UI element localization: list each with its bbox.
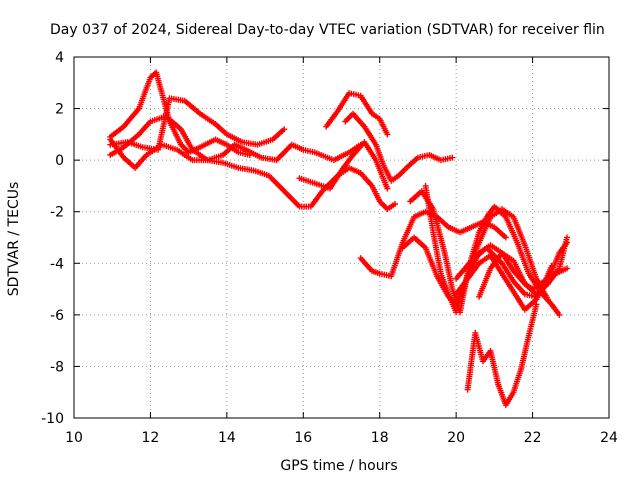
series-sat-c xyxy=(107,95,288,153)
y-tick-label: -2 xyxy=(50,205,64,221)
data-point xyxy=(384,185,391,192)
tick-layer xyxy=(73,56,610,419)
x-tick-label: 22 xyxy=(524,430,542,446)
x-tick-label: 12 xyxy=(142,430,160,446)
y-tick-label: -10 xyxy=(41,411,64,427)
y-tick-label: 2 xyxy=(55,102,64,118)
y-tick-label: -6 xyxy=(50,308,64,324)
data-point xyxy=(449,154,456,161)
series-sat-f xyxy=(323,90,391,138)
series-sat-k xyxy=(422,182,563,318)
data-point xyxy=(384,131,391,138)
series-sat-l xyxy=(464,301,540,409)
series-layer xyxy=(107,69,570,409)
data-point xyxy=(564,265,570,272)
series-sat-e xyxy=(296,139,391,192)
x-tick-label: 14 xyxy=(218,430,236,446)
x-tick-label: 24 xyxy=(600,430,618,446)
x-tick-label: 16 xyxy=(294,430,312,446)
x-tick-label: 18 xyxy=(371,430,389,446)
y-tick-label: -4 xyxy=(50,256,64,272)
series-sat-o xyxy=(453,252,555,313)
grid-layer xyxy=(74,57,609,418)
data-point xyxy=(548,262,555,269)
data-point xyxy=(281,126,288,133)
y-axis-label: SDTVAR / TECUs xyxy=(6,182,22,297)
y-tick-label: 0 xyxy=(55,153,64,169)
data-point xyxy=(502,234,509,241)
y-tick-label: -8 xyxy=(50,359,64,375)
tick-label-layer: 10 12 14 16 18 20 22 24-10-8-6-4-2024 xyxy=(41,50,618,446)
y-tick-label: 4 xyxy=(55,50,64,66)
x-tick-label: 10 xyxy=(65,430,83,446)
data-point xyxy=(564,234,570,241)
plot-frame xyxy=(73,56,610,419)
data-point xyxy=(556,311,563,318)
data-point xyxy=(392,201,398,207)
x-axis-label: GPS time / hours xyxy=(280,458,397,474)
x-tick-label: 20 xyxy=(447,430,465,446)
series-sat-g xyxy=(342,110,456,184)
data-point xyxy=(564,239,570,246)
chart-title: Day 037 of 2024, Sidereal Day-to-day VTE… xyxy=(50,22,605,38)
